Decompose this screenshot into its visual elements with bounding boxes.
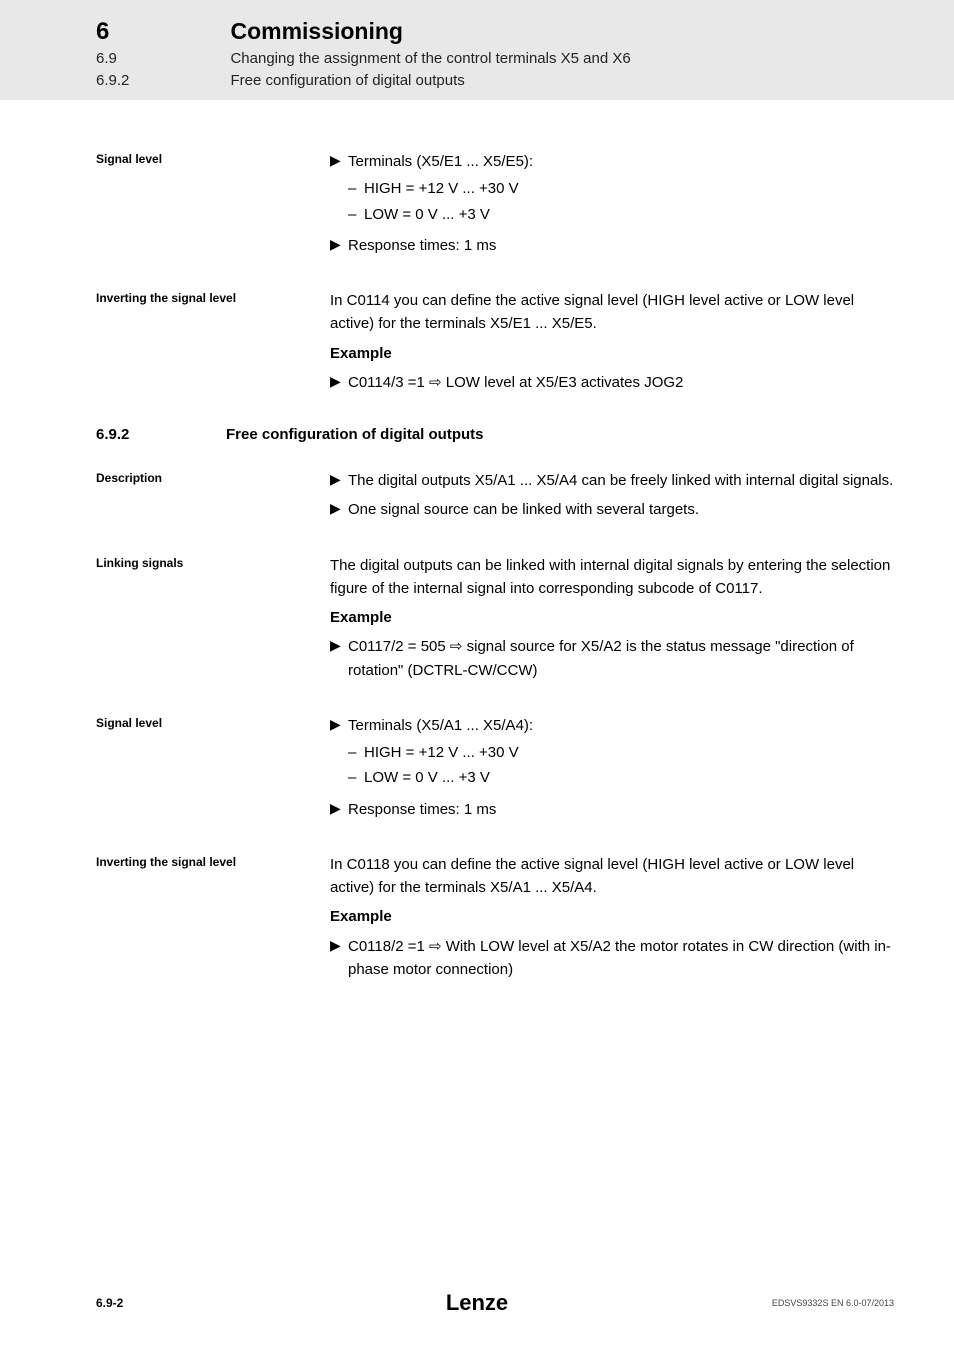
example-label: Example [330,606,894,629]
subsection-title: Free configuration of digital outputs [230,72,464,89]
triangle-bullet-icon: ▶ [330,469,348,492]
bullet-text: Terminals (X5/A1 ... X5/A4): [348,714,894,737]
example-label: Example [330,905,894,928]
triangle-bullet-icon: ▶ [330,798,348,821]
block-label: Signal level [96,714,330,825]
triangle-bullet-icon: ▶ [330,498,348,521]
bullet-text: Terminals (X5/E1 ... X5/E5): [348,150,894,173]
block-body: ▶ The digital outputs X5/A1 ... X5/A4 ca… [330,469,894,526]
sub-text: LOW = 0 V ... +3 V [364,203,490,226]
sub-text: LOW = 0 V ... +3 V [364,766,490,789]
triangle-bullet-icon: ▶ [330,234,348,257]
bullet-text: The digital outputs X5/A1 ... X5/A4 can … [348,469,894,492]
subsection-number: 6.9.2 [96,426,226,443]
subsection-heading: 6.9.2 Free configuration of digital outp… [96,426,894,443]
block-body: ▶ Terminals (X5/E1 ... X5/E5): – HIGH = … [330,150,894,261]
chapter-number: 6 [96,18,226,46]
triangle-bullet-icon: ▶ [330,935,348,982]
chapter-title: Commissioning [230,18,403,44]
subsection-number: 6.9.2 [96,72,226,89]
triangle-bullet-icon: ▶ [330,714,348,737]
block-body: In C0118 you can define the active signa… [330,853,894,985]
block-label: Inverting the signal level [96,853,330,985]
section-title: Changing the assignment of the control t… [230,50,630,67]
block-label: Linking signals [96,554,330,686]
block-description: Description ▶ The digital outputs X5/A1 … [96,469,894,526]
paragraph: In C0118 you can define the active signa… [330,853,894,900]
brand-logo: Lenze [446,1290,508,1316]
bullet-text: One signal source can be linked with sev… [348,498,894,521]
content-area: Signal level ▶ Terminals (X5/E1 ... X5/E… [0,100,954,985]
page-footer: 6.9-2 Lenze EDSVS9332S EN 6.0-07/2013 [0,1296,954,1310]
paragraph: In C0114 you can define the active signa… [330,289,894,336]
block-signal-level-1: Signal level ▶ Terminals (X5/E1 ... X5/E… [96,150,894,261]
bullet-text: C0114/3 =1 ⇨ LOW level at X5/E3 activate… [348,371,894,394]
document-id: EDSVS9332S EN 6.0-07/2013 [772,1298,894,1308]
example-label: Example [330,342,894,365]
block-body: In C0114 you can define the active signa… [330,289,894,398]
block-label: Signal level [96,150,330,261]
paragraph: The digital outputs can be linked with i… [330,554,894,601]
block-body: The digital outputs can be linked with i… [330,554,894,686]
block-linking-signals: Linking signals The digital outputs can … [96,554,894,686]
page-header: 6 Commissioning 6.9 Changing the assignm… [0,0,954,100]
bullet-text: C0118/2 =1 ⇨ With LOW level at X5/A2 the… [348,935,894,982]
dash-bullet-icon: – [348,766,364,789]
triangle-bullet-icon: ▶ [330,635,348,682]
block-inverting-1: Inverting the signal level In C0114 you … [96,289,894,398]
block-inverting-2: Inverting the signal level In C0118 you … [96,853,894,985]
dash-bullet-icon: – [348,741,364,764]
block-label: Inverting the signal level [96,289,330,398]
dash-bullet-icon: – [348,203,364,226]
page-number: 6.9-2 [96,1296,123,1310]
bullet-text: C0117/2 = 505 ⇨ signal source for X5/A2 … [348,635,894,682]
bullet-text: Response times: 1 ms [348,234,894,257]
dash-bullet-icon: – [348,177,364,200]
sub-text: HIGH = +12 V ... +30 V [364,741,519,764]
bullet-text: Response times: 1 ms [348,798,894,821]
triangle-bullet-icon: ▶ [330,150,348,173]
subsection-title: Free configuration of digital outputs [226,426,483,443]
block-body: ▶ Terminals (X5/A1 ... X5/A4): – HIGH = … [330,714,894,825]
block-label: Description [96,469,330,526]
triangle-bullet-icon: ▶ [330,371,348,394]
block-signal-level-2: Signal level ▶ Terminals (X5/A1 ... X5/A… [96,714,894,825]
sub-text: HIGH = +12 V ... +30 V [364,177,519,200]
section-number: 6.9 [96,50,226,67]
